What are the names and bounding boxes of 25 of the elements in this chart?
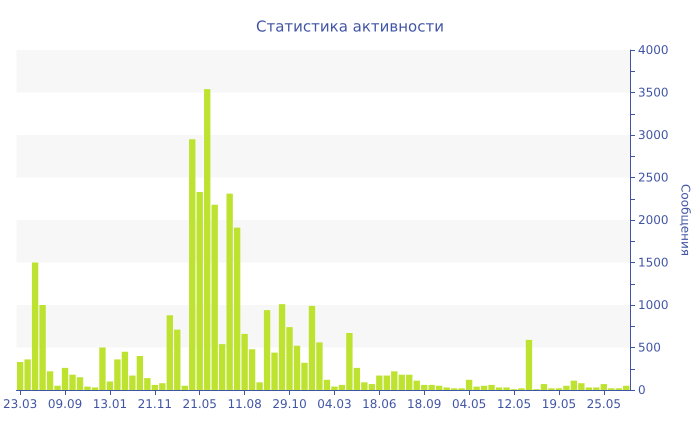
x-tick-label: 04.03 (317, 397, 352, 411)
x-tick-label: 29.10 (272, 397, 307, 411)
x-tick-label: 25.05 (586, 397, 621, 411)
x-tick-label: 18.09 (407, 397, 442, 411)
y-tick-label: 2000 (638, 213, 669, 227)
y-axis-title: Сообщения (678, 184, 692, 256)
x-tick-label: 04.05 (452, 397, 486, 411)
x-tick-label: 23.03 (2, 397, 38, 411)
y-tick-label: 500 (638, 340, 661, 354)
chart-title: Статистика активности (256, 18, 444, 36)
y-tick-label: 4000 (638, 43, 669, 57)
x-tick-label: 21.11 (138, 397, 172, 411)
y-tick-label: 2500 (638, 170, 669, 184)
y-tick-label: 3000 (638, 128, 669, 142)
x-tick-label: 13.01 (92, 397, 128, 411)
y-tick-label: 3500 (638, 86, 669, 100)
x-tick-label: 11.08 (227, 397, 262, 411)
y-tick-label: 1500 (638, 256, 669, 270)
x-tick-label: 09.09 (48, 397, 82, 411)
x-tick-label: 18.06 (362, 397, 396, 411)
x-tick-label: 19.05 (542, 397, 576, 411)
y-tick-label: 0 (638, 383, 646, 397)
y-tick-label: 1000 (638, 298, 669, 312)
x-tick-label: 12.05 (496, 397, 532, 411)
x-tick-label: 21.05 (182, 397, 217, 411)
